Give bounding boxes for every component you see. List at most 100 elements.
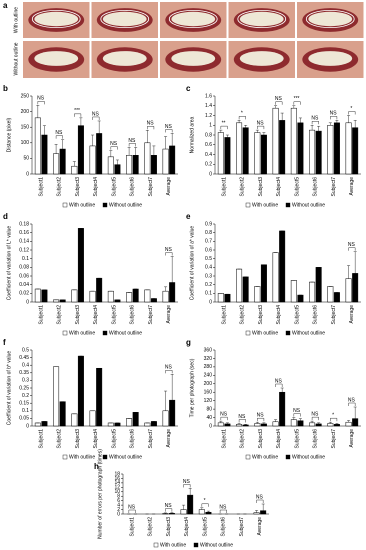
bar bbox=[107, 422, 114, 427]
legend-swatch bbox=[245, 330, 251, 336]
y-tick-label: 0 bbox=[26, 171, 29, 177]
sig-label: NS bbox=[220, 411, 228, 417]
sig-bracket bbox=[219, 509, 227, 513]
sig-bracket bbox=[165, 252, 173, 256]
x-tick-label: Subject7 bbox=[331, 305, 337, 325]
x-tick-label: Subject4 bbox=[93, 305, 99, 325]
y-tick-label: 160 bbox=[204, 390, 213, 396]
bar bbox=[41, 134, 48, 175]
x-tick-label: Subject7 bbox=[148, 429, 154, 449]
x-tick-label: Subject5 bbox=[111, 429, 117, 449]
bar bbox=[53, 299, 60, 303]
bar bbox=[260, 264, 267, 303]
bar bbox=[236, 424, 243, 427]
bar bbox=[132, 155, 139, 175]
bar bbox=[162, 410, 169, 427]
x-tick-label: Subject2 bbox=[57, 429, 63, 449]
y-tick-label: 12 bbox=[114, 485, 120, 491]
sig-label: NS bbox=[330, 111, 338, 117]
bar bbox=[96, 367, 103, 427]
outline bbox=[100, 9, 150, 29]
legend-label: Without outline bbox=[109, 330, 142, 336]
bar bbox=[352, 273, 359, 303]
x-tick-label: Subject5 bbox=[111, 305, 117, 325]
bar bbox=[77, 228, 84, 303]
bar bbox=[352, 418, 359, 427]
sig-bracket bbox=[147, 126, 155, 130]
outline bbox=[168, 9, 218, 29]
y-tick-label: 0.08 bbox=[19, 265, 29, 271]
y-axis-label: Number of errors per photograph (times) bbox=[97, 449, 103, 539]
legend-swatch bbox=[285, 202, 291, 208]
y-tick-label: 8 bbox=[117, 494, 120, 500]
sig-bracket bbox=[330, 116, 338, 120]
x-tick-label: Subject2 bbox=[240, 177, 246, 197]
sig-label: NS bbox=[348, 242, 356, 248]
legend-swatch bbox=[245, 202, 251, 208]
bar bbox=[352, 127, 359, 175]
sig-bracket bbox=[293, 413, 301, 417]
bar bbox=[309, 281, 316, 303]
legend-swatch bbox=[102, 454, 108, 460]
bar bbox=[71, 413, 78, 427]
y-tick-label: 50 bbox=[23, 156, 29, 162]
x-tick-label: Average bbox=[166, 305, 172, 324]
legend-swatch bbox=[245, 454, 251, 460]
sig-bracket bbox=[275, 383, 283, 387]
legend-label: Without outline bbox=[292, 454, 325, 460]
x-tick-label: Subject6 bbox=[130, 305, 136, 325]
bar bbox=[144, 142, 151, 175]
y-tick-label: 240 bbox=[204, 373, 213, 379]
bar bbox=[333, 424, 340, 427]
bar bbox=[297, 294, 304, 303]
bar bbox=[53, 366, 60, 427]
sig-label: NS bbox=[311, 116, 319, 122]
bar bbox=[150, 155, 157, 175]
bar bbox=[77, 355, 84, 427]
bar bbox=[309, 422, 316, 427]
bar bbox=[162, 148, 169, 175]
sig-label: NS bbox=[128, 138, 136, 144]
x-tick-label: Subject2 bbox=[240, 305, 246, 325]
y-tick-label: 0.14 bbox=[19, 239, 29, 245]
bar bbox=[169, 399, 176, 427]
legend-label: Without outline bbox=[292, 330, 325, 336]
y-tick-label: 40 bbox=[206, 415, 212, 421]
y-tick-label: 0.6 bbox=[205, 247, 212, 253]
sig-label: NS bbox=[219, 504, 227, 510]
legend-label: With outline bbox=[69, 454, 95, 460]
legend-swatch bbox=[62, 454, 68, 460]
x-tick-label: Subject5 bbox=[294, 177, 300, 197]
teeth bbox=[308, 11, 353, 27]
bar bbox=[272, 107, 279, 175]
x-tick-label: Subject3 bbox=[75, 429, 81, 449]
y-tick-label: 0.18 bbox=[19, 221, 29, 227]
bar bbox=[144, 289, 151, 303]
y-axis-label: Time per photograph (sec) bbox=[189, 358, 195, 417]
x-tick-label: Subject4 bbox=[276, 177, 282, 197]
sig-label: NS bbox=[238, 414, 246, 420]
teeth bbox=[102, 51, 147, 66]
bar bbox=[254, 286, 261, 303]
row-label: With outline bbox=[13, 7, 19, 33]
sig-label: NS bbox=[183, 479, 191, 485]
bar bbox=[279, 230, 286, 303]
bar bbox=[205, 511, 212, 515]
bar bbox=[169, 145, 176, 175]
sig-bracket bbox=[256, 499, 264, 503]
sig-label: NS bbox=[257, 413, 265, 419]
sig-bracket bbox=[275, 101, 283, 105]
sig-label: NS bbox=[128, 504, 136, 510]
sig-bracket bbox=[220, 125, 228, 130]
sig-bracket bbox=[257, 125, 265, 130]
bar bbox=[168, 513, 175, 515]
x-tick-label: Subject3 bbox=[258, 177, 264, 197]
outline bbox=[237, 9, 287, 29]
bar bbox=[217, 293, 224, 303]
panel-letter: g bbox=[186, 338, 191, 347]
bar bbox=[290, 280, 297, 303]
y-axis-label: Coefficient of variation of L* value bbox=[6, 226, 12, 301]
x-tick-label: Subject7 bbox=[331, 429, 337, 449]
y-tick-label: 0.2 bbox=[205, 162, 212, 168]
sig-label: ** bbox=[222, 120, 226, 126]
